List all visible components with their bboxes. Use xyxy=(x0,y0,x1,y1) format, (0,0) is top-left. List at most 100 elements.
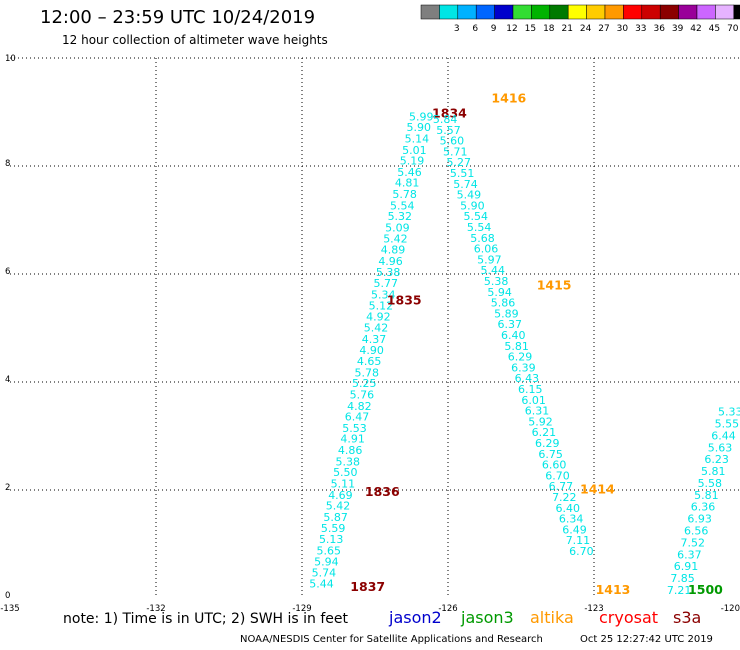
wave-height-value: 5.33 xyxy=(718,406,740,419)
wave-height-value: 6.44 xyxy=(711,429,736,442)
satellite-jason3-label: jason3 xyxy=(461,608,514,627)
x-tick-label: -123 xyxy=(584,604,603,614)
wave-height-value: 6.70 xyxy=(545,469,570,482)
wave-height-value: 5.11 xyxy=(331,478,356,491)
legend-swatch xyxy=(567,4,587,20)
wave-height-value: 5.44 xyxy=(481,264,506,277)
wave-height-value: 5.57 xyxy=(436,124,461,137)
wave-height-value: 6.49 xyxy=(562,523,587,536)
wave-height-value: 5.94 xyxy=(487,286,512,299)
wave-height-value: 6.75 xyxy=(538,448,563,461)
wave-height-value: 5.44 xyxy=(309,577,334,590)
legend-swatch xyxy=(678,4,698,20)
wave-height-value: 5.81 xyxy=(504,340,529,353)
legend-tick-label: 36 xyxy=(653,24,665,34)
wave-height-value: 5.65 xyxy=(317,544,342,557)
y-tick-label: 10 xyxy=(5,54,16,64)
wave-height-value: 6.93 xyxy=(687,513,712,526)
wave-height-value: 6.39 xyxy=(511,361,536,374)
wave-height-value: 6.21 xyxy=(532,426,557,439)
wave-height-value: 5.81 xyxy=(701,465,726,478)
pass-time-label: 1415 xyxy=(537,277,572,292)
legend-swatch xyxy=(439,4,459,20)
wave-height-value: 5.63 xyxy=(708,441,733,454)
legend-swatch xyxy=(531,4,551,20)
series-jason3: 7.217.856.916.377.526.566.936.365.815.58… xyxy=(667,406,740,597)
wave-height-value: 6.29 xyxy=(508,351,533,364)
wave-height-value: 6.06 xyxy=(474,243,499,256)
legend-tick-label: 12 xyxy=(506,24,517,34)
wave-height-value: 4.91 xyxy=(340,433,365,446)
wave-height-value: 5.09 xyxy=(385,222,410,235)
wave-height-value: 6.43 xyxy=(515,372,540,385)
legend-tick-label: 45 xyxy=(709,24,720,34)
wave-height-value: 5.14 xyxy=(405,132,430,145)
wave-height-value: 4.65 xyxy=(357,355,382,368)
wave-height-value: 6.40 xyxy=(501,329,526,342)
wave-height-value: 6.36 xyxy=(691,501,716,514)
legend-swatch xyxy=(549,4,569,20)
wave-height-value: 4.37 xyxy=(362,333,387,346)
wave-height-value: 5.32 xyxy=(388,210,413,223)
wave-height-value: 4.81 xyxy=(395,177,420,190)
wave-height-value: 6.29 xyxy=(535,437,560,450)
legend-tick-label: 15 xyxy=(525,24,536,34)
wave-height-value: 6.91 xyxy=(674,560,699,573)
y-tick-label: 4 xyxy=(5,375,10,385)
pass-time-label: 1834 xyxy=(432,106,467,121)
legend-tick-label: 24 xyxy=(580,24,592,34)
x-tick-label: -135 xyxy=(0,604,19,614)
wave-height-value: 5.50 xyxy=(333,466,358,479)
wave-height-value: 5.19 xyxy=(400,155,425,168)
data-marks: 5.445.745.945.655.135.595.875.424.695.11… xyxy=(309,90,740,596)
wave-height-value: 5.13 xyxy=(319,533,344,546)
satellite-jason2-label: jason2 xyxy=(389,608,442,627)
series-s3a: 5.445.745.945.655.135.595.875.424.695.11… xyxy=(309,106,467,595)
x-tick-label: -129 xyxy=(292,604,311,614)
satellite-cryosat-label: cryosat xyxy=(599,608,659,627)
legend-tick-label: 42 xyxy=(690,24,701,34)
wave-height-value: 7.21 xyxy=(667,584,692,597)
y-tick-label: 2 xyxy=(5,483,10,493)
pass-time-label: 1500 xyxy=(688,582,723,597)
wave-height-value: 5.78 xyxy=(354,366,379,379)
wave-height-value: 5.90 xyxy=(407,121,432,134)
wave-height-value: 5.97 xyxy=(477,253,502,266)
legend-swatch xyxy=(641,4,661,20)
wave-height-value: 4.92 xyxy=(366,311,391,324)
legend-tick-label: 70 xyxy=(727,24,739,34)
legend-swatch xyxy=(586,4,606,20)
wave-height-value: 5.55 xyxy=(715,418,740,431)
wave-height-value: 5.81 xyxy=(694,489,719,502)
wave-height-value: 5.68 xyxy=(470,232,495,245)
wave-height-value: 5.99 xyxy=(409,110,434,123)
wave-height-value: 5.59 xyxy=(321,522,346,535)
wave-height-value: 5.42 xyxy=(383,232,408,245)
wave-height-value: 5.25 xyxy=(352,377,377,390)
wave-height-value: 5.94 xyxy=(314,555,339,568)
wave-height-value: 5.42 xyxy=(326,500,351,513)
wave-height-value: 5.51 xyxy=(450,167,475,180)
legend-swatch xyxy=(659,4,679,20)
legend-swatch xyxy=(733,4,740,20)
pass-time-label: 1413 xyxy=(596,582,631,597)
wave-height-value: 6.34 xyxy=(559,513,584,526)
legend-swatch xyxy=(696,4,716,20)
wave-height-value: 5.84 xyxy=(433,113,458,126)
wave-height-value: 6.47 xyxy=(345,411,370,424)
wave-height-value: 5.38 xyxy=(335,455,360,468)
wave-height-value: 6.23 xyxy=(704,453,729,466)
chart-subtitle: 12 hour collection of altimeter wave hei… xyxy=(62,33,328,47)
legend-tick-label: 3 xyxy=(454,24,460,34)
wave-height-value: 5.87 xyxy=(323,511,348,524)
wave-height-value: 6.70 xyxy=(569,545,594,558)
wave-height-value: 7.85 xyxy=(670,572,695,585)
wave-height-value: 5.60 xyxy=(440,135,465,148)
legend-swatch xyxy=(623,4,643,20)
legend-tick-label: 9 xyxy=(491,24,497,34)
legend-swatch xyxy=(494,4,514,20)
wave-height-value: 5.38 xyxy=(376,266,401,279)
axis-ticks: -135 -132 -129 -126 -123 -120 0 2 4 6 8 10 xyxy=(0,54,740,614)
wave-height-value: 5.74 xyxy=(312,567,337,580)
